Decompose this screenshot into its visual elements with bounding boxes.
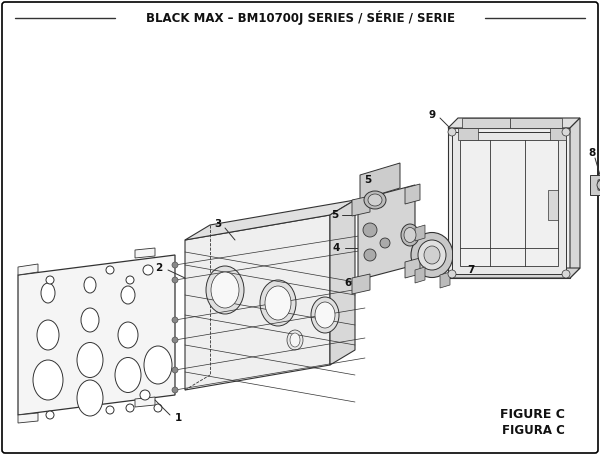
Ellipse shape [84, 277, 96, 293]
Polygon shape [460, 140, 558, 266]
Circle shape [172, 337, 178, 343]
Ellipse shape [380, 238, 390, 248]
Circle shape [126, 404, 134, 412]
Polygon shape [405, 184, 420, 204]
Polygon shape [405, 258, 420, 278]
Circle shape [126, 276, 134, 284]
Polygon shape [440, 272, 450, 288]
Ellipse shape [363, 223, 377, 237]
Ellipse shape [115, 358, 141, 393]
Text: 7: 7 [467, 265, 475, 275]
Ellipse shape [287, 330, 303, 350]
Circle shape [106, 266, 114, 274]
Ellipse shape [364, 249, 376, 261]
Circle shape [143, 265, 153, 275]
Polygon shape [18, 255, 175, 415]
Polygon shape [458, 128, 478, 140]
Polygon shape [352, 196, 370, 216]
Circle shape [172, 387, 178, 393]
Circle shape [562, 270, 570, 278]
Ellipse shape [311, 297, 339, 333]
Circle shape [597, 180, 600, 190]
Circle shape [154, 404, 162, 412]
Circle shape [140, 390, 150, 400]
Ellipse shape [81, 308, 99, 332]
Text: 9: 9 [429, 110, 436, 120]
Polygon shape [452, 132, 566, 274]
Polygon shape [448, 118, 580, 128]
Polygon shape [185, 215, 330, 390]
Circle shape [172, 317, 178, 323]
Polygon shape [510, 118, 562, 128]
Text: FIGURE C: FIGURE C [500, 409, 565, 421]
Circle shape [46, 411, 54, 419]
Polygon shape [598, 178, 600, 192]
Ellipse shape [364, 191, 386, 209]
Ellipse shape [206, 266, 244, 314]
Polygon shape [590, 175, 600, 195]
Polygon shape [330, 200, 355, 365]
Ellipse shape [41, 283, 55, 303]
Text: 1: 1 [175, 413, 182, 423]
Polygon shape [448, 268, 580, 278]
Circle shape [172, 367, 178, 373]
Ellipse shape [118, 322, 138, 348]
Ellipse shape [401, 224, 419, 246]
Ellipse shape [121, 286, 135, 304]
Circle shape [172, 262, 178, 268]
Polygon shape [18, 264, 38, 275]
Circle shape [46, 276, 54, 284]
Ellipse shape [37, 320, 59, 350]
Circle shape [448, 270, 456, 278]
Polygon shape [352, 274, 370, 294]
Ellipse shape [411, 233, 453, 278]
Text: 5: 5 [364, 175, 371, 185]
Ellipse shape [77, 380, 103, 416]
Polygon shape [550, 128, 566, 140]
Circle shape [106, 406, 114, 414]
Ellipse shape [424, 246, 440, 264]
Polygon shape [358, 185, 415, 280]
Ellipse shape [315, 302, 335, 328]
Ellipse shape [265, 286, 291, 320]
Circle shape [172, 277, 178, 283]
Ellipse shape [418, 240, 446, 270]
Ellipse shape [404, 228, 416, 243]
Polygon shape [415, 225, 425, 241]
Text: BLACK MAX – BM10700J SERIES / SÉRIE / SERIE: BLACK MAX – BM10700J SERIES / SÉRIE / SE… [146, 11, 455, 25]
Polygon shape [18, 413, 38, 423]
Text: 8: 8 [589, 148, 596, 158]
Ellipse shape [144, 346, 172, 384]
Ellipse shape [33, 360, 63, 400]
Circle shape [562, 128, 570, 136]
Polygon shape [462, 118, 510, 128]
Ellipse shape [211, 272, 239, 308]
Text: 6: 6 [345, 278, 352, 288]
Text: 2: 2 [155, 263, 162, 273]
Text: 3: 3 [215, 219, 222, 229]
Polygon shape [448, 128, 570, 278]
Ellipse shape [260, 280, 296, 326]
Text: FIGURA C: FIGURA C [502, 424, 565, 436]
Polygon shape [360, 163, 400, 200]
Ellipse shape [290, 333, 300, 347]
Polygon shape [415, 267, 425, 283]
Text: 4: 4 [332, 243, 340, 253]
Polygon shape [548, 190, 558, 220]
Polygon shape [135, 397, 155, 407]
Ellipse shape [77, 343, 103, 378]
Polygon shape [570, 118, 580, 278]
Polygon shape [135, 248, 155, 258]
Ellipse shape [368, 194, 382, 206]
Polygon shape [185, 200, 355, 240]
Circle shape [448, 128, 456, 136]
Text: 5: 5 [331, 210, 338, 220]
